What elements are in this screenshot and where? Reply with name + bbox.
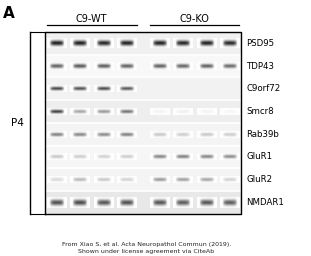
Bar (45, 100, 241, 123)
Bar (45, 168, 241, 191)
Text: A: A (3, 6, 15, 22)
Text: C9orf72: C9orf72 (247, 84, 281, 93)
Text: Smcr8: Smcr8 (247, 107, 274, 116)
Text: Rab39b: Rab39b (247, 130, 280, 139)
Bar (45, 77, 241, 100)
Text: TDP43: TDP43 (247, 62, 275, 71)
Text: From Xiao S, et al. Acta Neuropathol Commun (2019).
Shown under license agreemen: From Xiao S, et al. Acta Neuropathol Com… (62, 242, 231, 253)
Text: GluR1: GluR1 (247, 153, 273, 162)
Text: GluR2: GluR2 (247, 175, 273, 184)
Text: C9-KO: C9-KO (179, 14, 209, 24)
Bar (45, 55, 241, 77)
Text: PSD95: PSD95 (247, 39, 275, 48)
Text: C9-WT: C9-WT (76, 14, 107, 24)
Bar (45, 146, 241, 168)
Bar (45, 191, 241, 214)
Bar (45, 123, 241, 146)
Bar (45, 32, 241, 55)
Text: NMDAR1: NMDAR1 (247, 198, 285, 207)
Text: P4: P4 (11, 118, 24, 128)
